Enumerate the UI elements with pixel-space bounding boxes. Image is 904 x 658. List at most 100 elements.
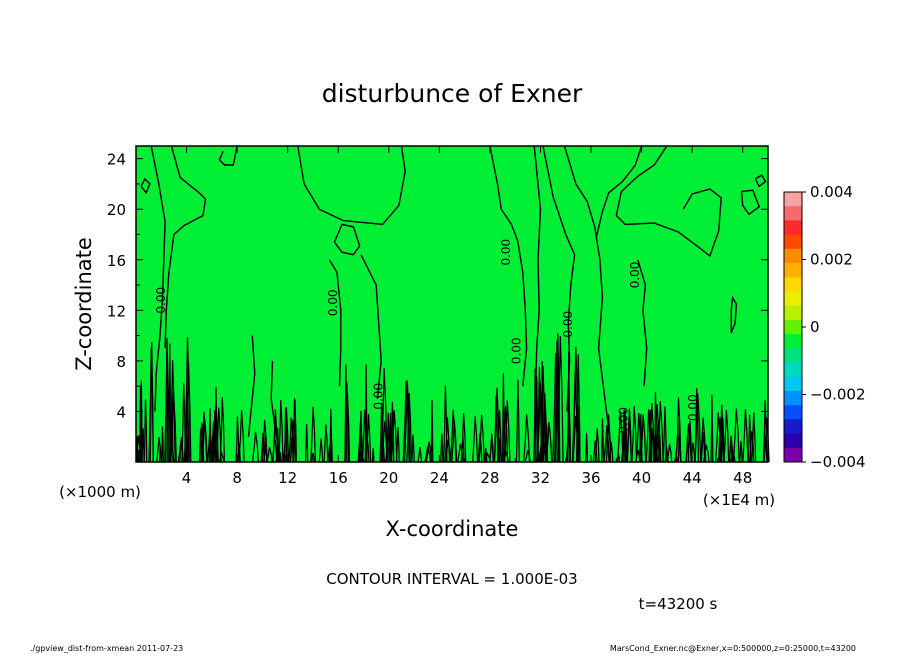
time-label: t=43200 s: [639, 595, 718, 613]
colorbar-swatch: [784, 305, 802, 321]
turbulent-contour: [417, 447, 423, 463]
colorbar-swatch: [784, 390, 802, 406]
contour-line: [740, 189, 761, 216]
turbulent-contour: [497, 410, 502, 463]
x-tick-label: 4: [182, 469, 192, 487]
turbulent-contour: [219, 397, 225, 463]
colorbar-tick-label: 0.004: [810, 183, 853, 201]
turbulent-contour: [260, 432, 266, 463]
contour-line: [754, 174, 767, 188]
x-tick-label: 44: [683, 469, 702, 487]
turbulent-contour: [700, 432, 706, 463]
turbulent-contour: [762, 400, 768, 463]
colorbar-tick-label: 0: [810, 318, 820, 336]
x-tick-label: 48: [733, 469, 752, 487]
turbulent-contour: [477, 433, 483, 463]
turbulent-contour: [318, 438, 324, 463]
turbulent-contour: [148, 347, 154, 463]
turbulent-contour: [235, 416, 240, 463]
turbulent-contour: [323, 424, 329, 463]
y-tick-label: 16: [107, 252, 126, 270]
turbulent-contour: [381, 421, 388, 463]
turbulent-contour: [674, 435, 682, 463]
turbulent-contour: [552, 352, 559, 463]
colorbar-swatch: [784, 220, 802, 236]
turbulent-contour: [310, 452, 316, 463]
turbulent-contour: [444, 417, 451, 463]
turbulent-contour: [272, 409, 279, 463]
turbulent-contour: [261, 419, 268, 463]
turbulent-contour: [674, 454, 679, 463]
turbulent-contour: [545, 421, 553, 463]
turbulent-contour: [278, 400, 284, 463]
contour-line: [489, 145, 528, 387]
turbulent-contour: [493, 395, 499, 463]
y-tick-label: 12: [107, 302, 126, 320]
turbulent-contour: [411, 434, 415, 463]
turbulent-contour: [251, 431, 259, 463]
turbulent-contour: [685, 435, 690, 463]
turbulent-contour: [710, 394, 714, 463]
turbulent-contour: [585, 432, 589, 463]
contour-label: 0.00: [617, 407, 631, 434]
turbulent-contour: [472, 416, 479, 463]
turbulent-contour: [533, 368, 537, 463]
turbulent-contour: [572, 346, 580, 463]
turbulent-contour: [666, 443, 673, 463]
turbulent-contour: [662, 406, 668, 463]
colorbar-swatch: [784, 362, 802, 378]
colorbar-swatch: [784, 433, 802, 449]
colorbar-swatch: [784, 405, 802, 420]
turbulent-contour: [395, 426, 400, 463]
plot-frame: [135, 145, 769, 463]
contour-line: [542, 145, 576, 412]
turbulent-contour: [631, 405, 638, 463]
colorbar-swatch: [784, 263, 802, 278]
turbulent-contour: [143, 399, 148, 463]
contour-labels: 0.00 0.00 0.00 0.00 0.00 0.00 0.00 0.00 0.00: [154, 239, 700, 434]
colorbar-tick-label: −0.004: [810, 453, 866, 471]
turbulent-contour: [687, 420, 693, 463]
turbulent-contour: [626, 416, 632, 463]
turbulent-contour: [732, 408, 740, 463]
turbulent-contour: [161, 426, 164, 463]
contour-line: [150, 145, 166, 412]
turbulent-contour: [170, 388, 174, 463]
turbulent-contour: [404, 380, 411, 463]
x-tick-label: 20: [379, 469, 398, 487]
colorbar-swatch: [784, 348, 802, 364]
turbulent-contour: [699, 417, 707, 463]
contour-label: 0.00: [561, 311, 575, 338]
colorbar-swatch: [784, 291, 802, 307]
colorbar-swatch: [784, 248, 802, 264]
turbulent-contour: [460, 412, 467, 463]
turbulent-contour: [575, 354, 581, 463]
turbulent-contour: [501, 373, 505, 463]
turbulent-contour: [617, 411, 624, 463]
turbulent-contour: [165, 350, 169, 463]
turbulent-contour: [361, 409, 368, 463]
y-axis: 4 8 12 16 20 24: [107, 151, 768, 438]
turbulent-contour: [638, 413, 643, 463]
turbulent-contour: [443, 385, 448, 463]
turbulent-contour: [184, 390, 190, 463]
turbulent-contour: [728, 445, 733, 463]
footer-right: MarsCond_Exner.nc@Exner,x=0:500000,z=0:2…: [610, 644, 856, 653]
turbulent-contour: [536, 366, 543, 463]
turbulent-contour: [645, 409, 652, 463]
x-tick-label: 40: [632, 469, 651, 487]
turbulent-contour: [371, 448, 375, 463]
turbulent-contour: [555, 333, 561, 463]
contour-line: [333, 223, 361, 256]
x-tick-label: 36: [581, 469, 600, 487]
turbulent-contour: [656, 401, 664, 463]
turbulent-contour: [179, 437, 184, 463]
contour-line: [297, 145, 406, 226]
contour-label: 0.00: [628, 262, 642, 289]
contour-interval-note: CONTOUR INTERVAL = 1.000E-03: [326, 570, 577, 588]
colorbar: 0.004 0.002 0 −0.002 −0.004: [783, 183, 866, 471]
contour-label: 0.00: [371, 383, 385, 410]
turbulent-contour: [283, 407, 289, 463]
y-tick-label: 4: [116, 403, 126, 421]
